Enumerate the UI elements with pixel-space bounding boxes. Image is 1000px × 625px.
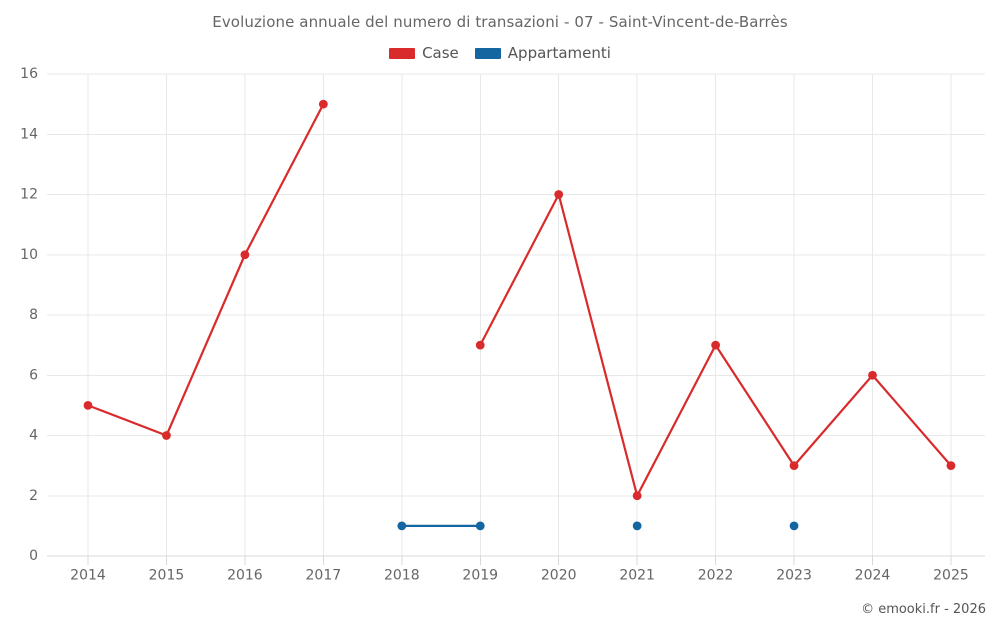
y-tick-label: 16 <box>20 66 38 82</box>
x-tick-label: 2016 <box>227 568 263 584</box>
y-tick-label: 4 <box>29 428 38 444</box>
y-tick-label: 14 <box>20 126 38 142</box>
x-tick-label: 2015 <box>149 568 185 584</box>
data-point-case-2023 <box>789 461 799 471</box>
y-tick-label: 6 <box>29 367 38 383</box>
x-tick-label: 2024 <box>855 568 891 584</box>
y-tick-label: 10 <box>20 247 38 263</box>
x-tick-label: 2014 <box>70 568 106 584</box>
data-point-case-2021 <box>632 491 642 501</box>
legend-swatch-appartamenti <box>474 47 501 59</box>
data-series <box>83 99 956 531</box>
data-point-case-2020 <box>554 190 564 199</box>
data-point-appartamenti-2018 <box>397 521 407 531</box>
data-point-case-2017 <box>318 99 328 109</box>
legend-label-case: Case <box>422 44 459 62</box>
series-line-case <box>86 103 325 437</box>
y-tick-label: 0 <box>29 548 38 564</box>
y-tick-label: 2 <box>29 488 38 504</box>
x-tick-label: 2019 <box>462 568 498 584</box>
chart-legend: Case Appartamenti <box>0 44 1000 62</box>
x-tick-label: 2023 <box>776 568 812 584</box>
x-tick-label: 2025 <box>933 568 969 584</box>
x-tick-label: 2022 <box>698 568 734 584</box>
chart-title: Evoluzione annuale del numero di transaz… <box>212 13 788 31</box>
x-tick-label: 2017 <box>306 568 342 584</box>
data-point-case-2015 <box>162 431 171 440</box>
data-point-case-2024 <box>868 370 877 380</box>
data-point-appartamenti-2023 <box>789 521 799 531</box>
axes <box>47 555 985 565</box>
y-tick-label: 8 <box>29 307 38 323</box>
data-point-case-2014 <box>83 400 93 410</box>
data-point-case-2016 <box>240 250 250 260</box>
legend-swatch-case <box>389 47 416 59</box>
y-axis-tick-labels: 0 2 4 6 8 10 12 14 16 <box>20 66 38 564</box>
legend-item-case[interactable]: Case <box>389 44 459 62</box>
data-point-appartamenti-2021 <box>632 521 642 531</box>
footer-credit: © emooki.fr - 2026 <box>861 602 986 617</box>
data-point-appartamenti-2019 <box>475 521 485 531</box>
legend-item-appartamenti[interactable]: Appartamenti <box>474 44 611 62</box>
y-tick-label: 12 <box>20 187 38 203</box>
legend-label-appartamenti: Appartamenti <box>507 44 611 62</box>
x-axis-tick-labels: 2014 2015 2016 2017 2018 2019 2020 2021 2022 2023… <box>70 568 969 584</box>
data-point-case-2019 <box>475 340 485 350</box>
gridlines <box>47 73 985 557</box>
x-tick-label: 2020 <box>541 568 577 584</box>
x-tick-label: 2021 <box>619 568 655 584</box>
x-tick-label: 2018 <box>384 568 420 584</box>
data-point-case-2022 <box>711 340 720 350</box>
data-point-case-2025 <box>946 461 956 471</box>
